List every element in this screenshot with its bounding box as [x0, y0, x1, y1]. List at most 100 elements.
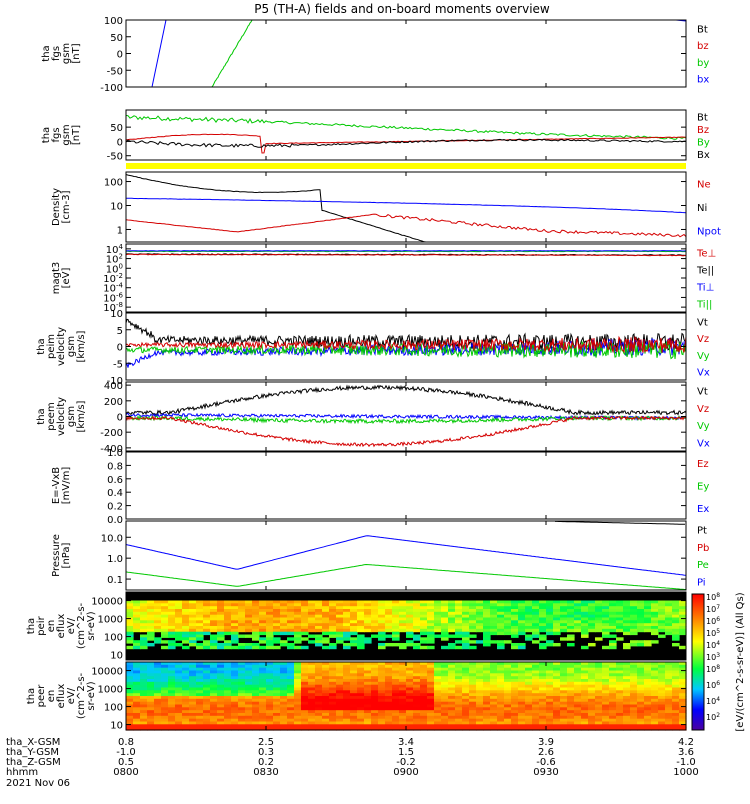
heatmap-cell: [483, 612, 491, 615]
heatmap-cell: [532, 699, 540, 702]
heatmap-cell: [140, 637, 148, 640]
heatmap-cell: [154, 724, 162, 727]
heatmap-cell: [266, 699, 274, 702]
heatmap-cell: [399, 707, 407, 710]
heatmap-cell: [539, 716, 547, 719]
heatmap-cell: [637, 716, 645, 719]
heatmap-cell: [378, 724, 386, 727]
heatmap-cell: [322, 620, 330, 623]
heatmap-cell: [665, 699, 673, 702]
heatmap-cell: [210, 629, 218, 632]
heatmap-cell: [434, 665, 442, 668]
heatmap-cell: [280, 643, 288, 646]
heatmap-cell: [273, 724, 281, 727]
heatmap-cell: [476, 665, 484, 668]
heatmap-cell: [266, 665, 274, 668]
heatmap-cell: [539, 724, 547, 727]
heatmap-cell: [546, 632, 554, 635]
heatmap-cell: [182, 646, 190, 649]
heatmap-cell: [140, 603, 148, 606]
heatmap-cell: [392, 716, 400, 719]
ytick-label: 50: [110, 33, 123, 44]
heatmap-cell: [210, 612, 218, 615]
heatmap-cell: [665, 673, 673, 676]
heatmap-cell: [343, 690, 351, 693]
ytick-label: 1.0: [107, 554, 123, 565]
heatmap-cell: [448, 665, 456, 668]
heatmap-cell: [210, 646, 218, 649]
heatmap-cell: [581, 682, 589, 685]
heatmap-cell: [364, 629, 372, 632]
heatmap-cell: [644, 643, 652, 646]
heatmap-cell: [336, 629, 344, 632]
heatmap-cell: [574, 603, 582, 606]
ytick-label: -5: [113, 359, 123, 370]
heatmap-cell: [651, 707, 659, 710]
heatmap-cell: [679, 632, 687, 635]
heatmap-cell: [329, 620, 337, 623]
heatmap-cell: [455, 707, 463, 710]
legend-entry: Ez: [697, 459, 709, 470]
heatmap-cell: [462, 724, 470, 727]
heatmap-cell: [392, 699, 400, 702]
timeaxis-value: 0930: [533, 767, 558, 778]
heatmap-cell: [168, 620, 176, 623]
heatmap-cell: [616, 682, 624, 685]
heatmap-cell: [168, 716, 176, 719]
panel-p4: 10410210010-210-410-610-8magt3[eV]Te⊥Te|…: [51, 243, 716, 314]
heatmap-cell: [420, 707, 428, 710]
heatmap-cell: [553, 716, 561, 719]
heatmap-cell: [147, 629, 155, 632]
heatmap-cell: [133, 646, 141, 649]
heatmap-cell: [231, 612, 239, 615]
heatmap-cell: [280, 632, 288, 635]
heatmap-cell: [238, 612, 246, 615]
heatmap-cell: [224, 690, 232, 693]
heatmap-cell: [595, 724, 603, 727]
heatmap-cell: [623, 620, 631, 623]
heatmap-cell: [623, 629, 631, 632]
heatmap-cell: [126, 716, 134, 719]
heatmap-cell: [560, 690, 568, 693]
heatmap-cell: [434, 673, 442, 676]
heatmap-cell: [665, 620, 673, 623]
heatmap-cell: [483, 707, 491, 710]
heatmap-cell: [308, 690, 316, 693]
heatmap-cell: [679, 603, 687, 606]
heatmap-cell: [336, 699, 344, 702]
heatmap-cell: [441, 699, 449, 702]
heatmap-cell: [301, 629, 309, 632]
heatmap-cell: [196, 603, 204, 606]
heatmap-cell: [637, 682, 645, 685]
heatmap-cell: [126, 646, 134, 649]
heatmap-cell: [504, 632, 512, 635]
heatmap-cell: [189, 699, 197, 702]
heatmap-cell: [567, 690, 575, 693]
heatmap-cell: [336, 612, 344, 615]
heatmap-cell: [301, 690, 309, 693]
heatmap-cell: [126, 620, 134, 623]
heatmap-cell: [329, 690, 337, 693]
heatmap-cell: [322, 637, 330, 640]
heatmap-cell: [427, 673, 435, 676]
heatmap-cell: [406, 643, 414, 646]
heatmap-cell: [287, 716, 295, 719]
legend-entry: Bt: [697, 24, 708, 35]
heatmap-cell: [483, 637, 491, 640]
heatmap-cell: [245, 673, 253, 676]
heatmap-cell: [595, 629, 603, 632]
heatmap-cell: [434, 603, 442, 606]
legend-entry: Ex: [697, 504, 709, 515]
heatmap-cell: [455, 629, 463, 632]
heatmap-cell: [532, 690, 540, 693]
heatmap-cell: [231, 690, 239, 693]
heatmap-cell: [308, 699, 316, 702]
heatmap-cell: [665, 665, 673, 668]
timeaxis-row-label: 2021 Nov 06: [6, 778, 70, 789]
heatmap-cell: [196, 629, 204, 632]
heatmap-cell: [238, 629, 246, 632]
heatmap-cell: [574, 699, 582, 702]
heatmap-cell: [385, 643, 393, 646]
heatmap-cell: [609, 629, 617, 632]
plot-title: P5 (TH-A) fields and on-board moments ov…: [254, 2, 550, 16]
